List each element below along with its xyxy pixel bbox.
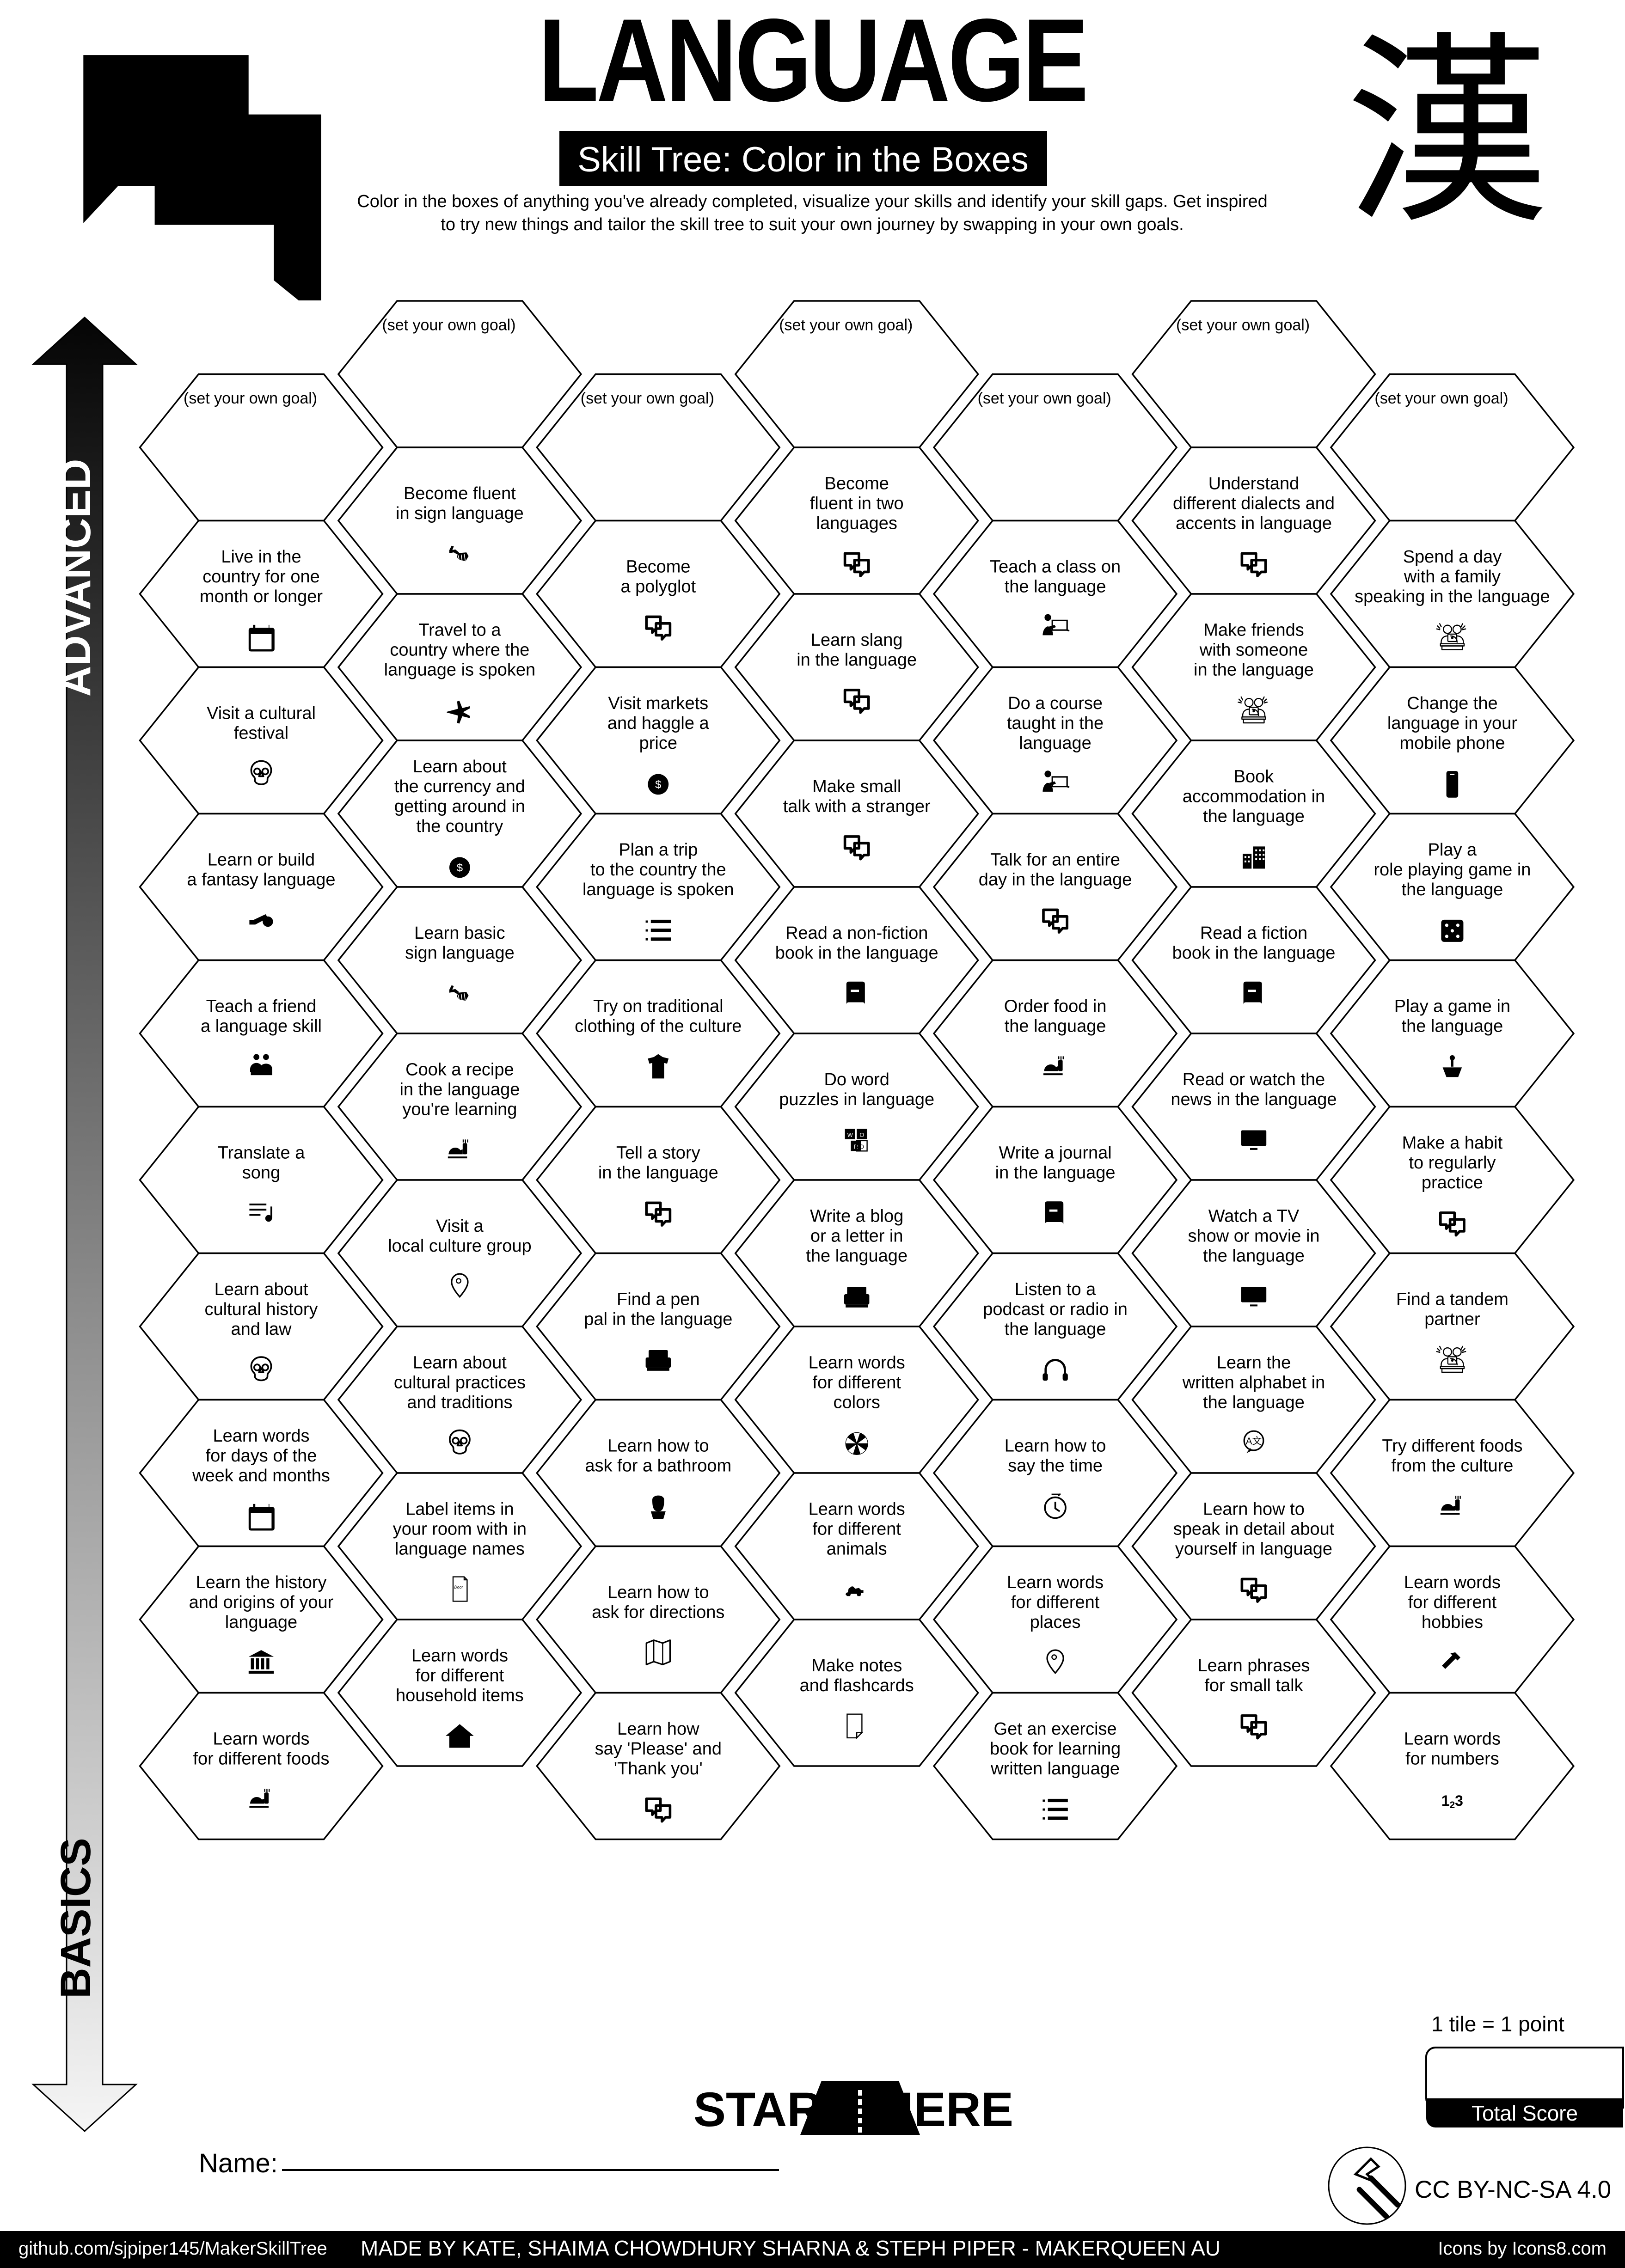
svg-text:CC BY-NC-SA 4.0: CC BY-NC-SA 4.0: [1415, 2176, 1611, 2203]
svg-text:HERE: HERE: [878, 2083, 1013, 2137]
svg-text:1 tile = 1 point: 1 tile = 1 point: [1431, 2012, 1564, 2036]
svg-text:MADE BY KATE, SHAIMA CHOWDHURY: MADE BY KATE, SHAIMA CHOWDHURY SHARNA & …: [361, 2236, 1220, 2260]
svg-text:Name:: Name:: [199, 2148, 278, 2178]
svg-text:github.com/sjpiper145/MakerSki: github.com/sjpiper145/MakerSkillTree: [18, 2238, 327, 2259]
svg-text:ADVANCED: ADVANCED: [52, 459, 99, 697]
svg-text:BASICS: BASICS: [52, 1838, 99, 1999]
svg-text:Total Score: Total Score: [1472, 2101, 1578, 2125]
svg-text:Icons by Icons8.com: Icons by Icons8.com: [1438, 2238, 1607, 2259]
